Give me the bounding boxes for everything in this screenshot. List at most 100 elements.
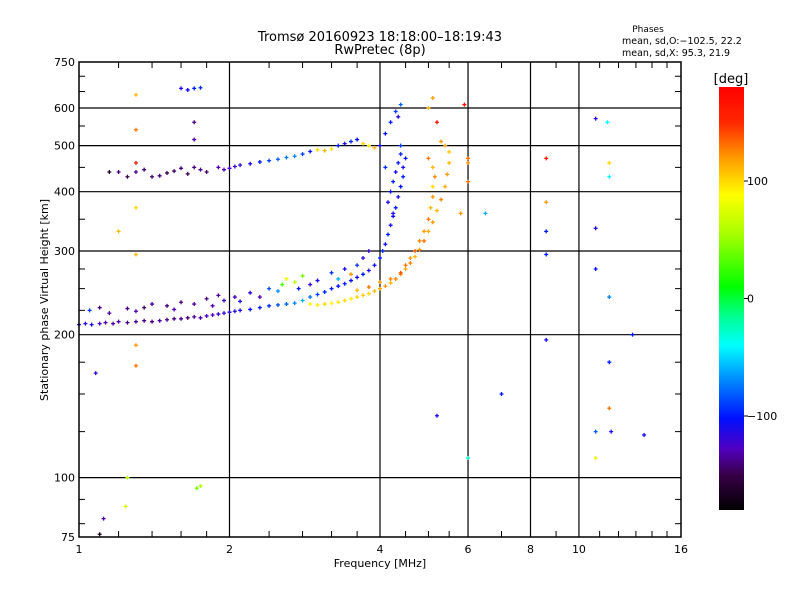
data-point <box>361 272 366 277</box>
data-point <box>165 170 170 175</box>
data-point <box>366 291 371 296</box>
data-point <box>383 284 388 289</box>
data-point <box>398 143 403 148</box>
x-tick-label: 16 <box>674 543 688 556</box>
plot-frame <box>78 61 682 538</box>
x-tick-label: 4 <box>377 543 384 556</box>
data-point <box>308 149 313 154</box>
data-point <box>204 313 209 318</box>
data-point <box>426 106 431 111</box>
data-point <box>393 109 398 114</box>
data-point <box>388 223 393 228</box>
data-point <box>630 332 635 337</box>
data-point <box>133 252 138 257</box>
data-point <box>192 302 197 307</box>
data-point <box>391 211 396 216</box>
data-point <box>607 174 612 179</box>
data-point <box>378 280 382 285</box>
data-point <box>284 276 289 281</box>
data-point <box>275 157 280 162</box>
data-point <box>142 318 147 323</box>
data-point <box>87 308 92 313</box>
data-point <box>443 184 448 189</box>
data-point <box>308 282 313 287</box>
data-point <box>300 273 305 278</box>
data-point <box>372 145 377 150</box>
chart-title: Tromsø 20160923 18:18:00–18:19:43 <box>257 30 502 45</box>
data-point <box>361 141 366 146</box>
data-point <box>315 278 320 283</box>
data-point <box>366 249 371 254</box>
y-tick-label: 100 <box>54 472 75 485</box>
data-point <box>430 194 435 199</box>
data-point <box>93 371 98 376</box>
data-point <box>355 275 360 280</box>
data-point <box>383 242 388 247</box>
data-point <box>361 256 366 261</box>
data-point <box>165 317 170 322</box>
data-point <box>308 302 313 307</box>
data-point <box>417 238 422 243</box>
data-point <box>372 263 377 268</box>
data-point <box>607 160 612 165</box>
data-point <box>378 286 382 291</box>
data-point <box>275 302 280 307</box>
data-point <box>396 194 401 199</box>
data-point <box>133 127 138 132</box>
data-point <box>315 147 320 152</box>
data-point <box>378 256 382 261</box>
data-point <box>342 298 347 303</box>
data-point <box>396 160 401 165</box>
data-point <box>204 170 209 175</box>
data-point <box>257 305 262 310</box>
data-point <box>466 156 471 161</box>
data-point <box>544 337 549 342</box>
data-point <box>97 305 102 310</box>
data-point <box>89 322 94 327</box>
x-tick-label: 6 <box>465 543 472 556</box>
y-tick-label: 300 <box>54 245 75 258</box>
data-point <box>349 272 354 277</box>
data-point <box>462 102 467 107</box>
data-point <box>308 295 313 300</box>
x-tick-label: 2 <box>226 543 233 556</box>
data-point <box>267 286 272 291</box>
data-point <box>430 95 435 100</box>
data-point <box>172 307 177 312</box>
data-point <box>296 286 301 291</box>
colorbar-gradient <box>719 87 744 510</box>
data-point <box>388 189 393 194</box>
x-axis-label: Frequency [MHz] <box>334 557 426 570</box>
data-point <box>216 293 221 298</box>
data-point <box>179 300 184 305</box>
data-point <box>544 252 549 257</box>
data-point <box>198 315 203 320</box>
data-point <box>198 167 203 172</box>
data-point <box>150 319 155 324</box>
data-point <box>300 152 305 157</box>
data-point <box>267 158 272 163</box>
data-point <box>232 295 237 300</box>
data-point <box>280 282 285 287</box>
data-point <box>179 86 184 91</box>
data-point <box>123 504 128 509</box>
data-point <box>232 164 237 169</box>
data-point <box>355 137 360 142</box>
data-point <box>388 120 393 125</box>
y-tick-labels: 75 100 200 300 400 500 600 750 <box>54 56 75 544</box>
data-point <box>383 165 388 170</box>
data-point <box>101 516 106 521</box>
data-point <box>248 161 253 166</box>
data-point <box>593 455 598 460</box>
data-point <box>185 171 190 176</box>
data-point <box>342 141 347 146</box>
data-point <box>445 172 450 177</box>
data-point <box>179 166 184 171</box>
data-point <box>172 169 177 174</box>
data-point <box>361 293 366 298</box>
data-point <box>133 92 138 97</box>
data-point <box>210 313 215 318</box>
data-point <box>432 174 437 179</box>
data-point <box>380 249 385 254</box>
